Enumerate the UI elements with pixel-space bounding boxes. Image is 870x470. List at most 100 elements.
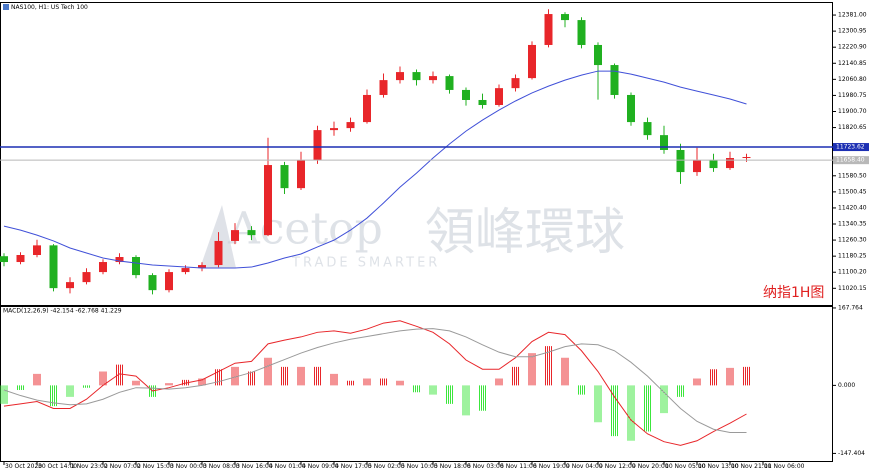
- y-tick-label: 11900.70: [838, 108, 867, 115]
- y-tick-label: 11180.25: [838, 253, 867, 260]
- candle-body: [198, 265, 206, 269]
- candle-body: [445, 76, 454, 90]
- x-tick-label: 9 Nov 12:00: [599, 463, 636, 470]
- chart-title: NAS100, H1: US Tech 100: [11, 4, 88, 11]
- x-tick-label: 4 Nov 01:00: [269, 463, 306, 470]
- x-tick-label: 5 Nov 10:00: [401, 463, 438, 470]
- candle-body: [165, 272, 173, 291]
- macd-panel: [0, 306, 833, 462]
- y-tick-label: 12060.80: [838, 76, 867, 83]
- candle-body: [231, 230, 239, 241]
- watermark-chinese: 領峰環球: [425, 203, 625, 261]
- candle-body: [676, 149, 685, 173]
- x-tick-label: 5 Nov 18:00: [434, 463, 471, 470]
- candle-body: [627, 94, 635, 123]
- y-tick-label: 11580.50: [838, 172, 867, 179]
- x-tick-label: 30 Oct 14:00: [38, 463, 77, 470]
- candle-body: [429, 76, 437, 81]
- annotation: 纳指1H图: [763, 285, 824, 301]
- candle-body: [247, 230, 256, 236]
- candle-body: [594, 44, 602, 66]
- candle-body: [82, 272, 91, 283]
- y-tick-label: 11820.65: [838, 124, 867, 131]
- candle-body: [181, 268, 190, 273]
- candle-body: [33, 245, 41, 256]
- macd-line: [3, 328, 747, 433]
- candle-body: [363, 94, 371, 123]
- y-tick-label: 11260.30: [838, 237, 867, 244]
- y-tick-label: 11420.40: [838, 204, 867, 211]
- candle-body: [115, 257, 124, 263]
- y-tick-label: 11500.45: [838, 188, 867, 195]
- x-tick-label: 3 Nov 16:00: [236, 463, 273, 470]
- x-tick-label: 10 Nov 13:00: [698, 463, 739, 470]
- x-tick-label: 2 Nov 15:00: [137, 463, 174, 470]
- candle-body: [148, 275, 157, 291]
- price-label: 11658.40: [836, 157, 865, 164]
- y-tick-label: 11980.75: [838, 92, 867, 99]
- x-tick-label: 10 Nov 05:00: [665, 463, 706, 470]
- x-tick-label: 9 Nov 20:00: [632, 463, 669, 470]
- candle-body: [478, 99, 487, 106]
- candle-body: [379, 80, 388, 95]
- macd-title: MACD(12,26,9) -42.154 -62.768 41.229: [3, 308, 122, 315]
- x-tick-label: 11 Nov 06:00: [764, 463, 805, 470]
- title-icon: [3, 4, 9, 10]
- y-tick-label: 11340.35: [838, 221, 867, 228]
- candle-body: [313, 130, 322, 161]
- candle-body: [132, 257, 140, 276]
- x-tick-label: 3 Nov 08:00: [203, 463, 240, 470]
- candle-body: [693, 160, 701, 173]
- candle-body: [709, 160, 718, 169]
- candle-body: [16, 255, 25, 263]
- candle-body: [462, 89, 470, 100]
- candle-body: [511, 78, 520, 89]
- x-tick-label: 6 Nov 03:00: [467, 463, 504, 470]
- y-tick-label: 11020.15: [838, 285, 867, 292]
- candle-body: [610, 65, 619, 95]
- y-tick-label: 11100.20: [838, 269, 867, 276]
- candle-body: [396, 72, 404, 81]
- candle-body: [726, 158, 734, 169]
- x-tick-label: 6 Nov 19:00: [533, 463, 570, 470]
- x-tick-label: 6 Nov 11:00: [500, 463, 537, 470]
- x-tick-label: 3 Nov 00:00: [170, 463, 207, 470]
- candle-body: [0, 256, 8, 263]
- candle-body: [214, 240, 223, 266]
- x-tick-label: 30 Oct 2020: [5, 463, 42, 470]
- x-tick-label: 9 Nov 04:00: [566, 463, 603, 470]
- candle-body: [742, 157, 751, 159]
- candle-body: [66, 282, 74, 289]
- y-tick-label: 12220.90: [838, 44, 867, 51]
- candle-body: [330, 128, 338, 131]
- candle-body: [280, 165, 289, 189]
- y-tick-label: 167.764: [838, 304, 863, 311]
- price-panel: [0, 2, 833, 306]
- candle-body: [544, 14, 553, 45]
- y-tick-label: 12300.95: [838, 28, 867, 35]
- watermark: Acetop 領峰環球 TRADE SMARTER: [200, 203, 625, 271]
- price-label-box: [833, 156, 869, 165]
- x-tick-label: 4 Nov 17:00: [335, 463, 372, 470]
- moving-average: [3, 70, 747, 269]
- candle-body: [561, 14, 569, 21]
- macd-line: [3, 320, 747, 446]
- candle-body: [264, 165, 272, 236]
- x-tick-label: 1 Nov 23:00: [71, 463, 108, 470]
- price-label-box: [833, 143, 869, 152]
- candle-body: [643, 122, 652, 136]
- y-tick-label: 12140.85: [838, 60, 867, 67]
- candle-body: [412, 72, 421, 81]
- candle-body: [49, 245, 58, 289]
- y-tick-label: -147.404: [838, 450, 865, 457]
- candle-body: [495, 88, 503, 106]
- x-tick-label: 10 Nov 21:00: [731, 463, 772, 470]
- watermark-brand: Acetop: [227, 204, 383, 255]
- candle-body: [528, 44, 536, 79]
- candle-body: [99, 262, 107, 273]
- candle-body: [297, 160, 305, 189]
- y-tick-label: 0.000: [838, 382, 855, 389]
- x-tick-label: 2 Nov 07:00: [104, 463, 141, 470]
- x-tick-label: 5 Nov 02:00: [368, 463, 405, 470]
